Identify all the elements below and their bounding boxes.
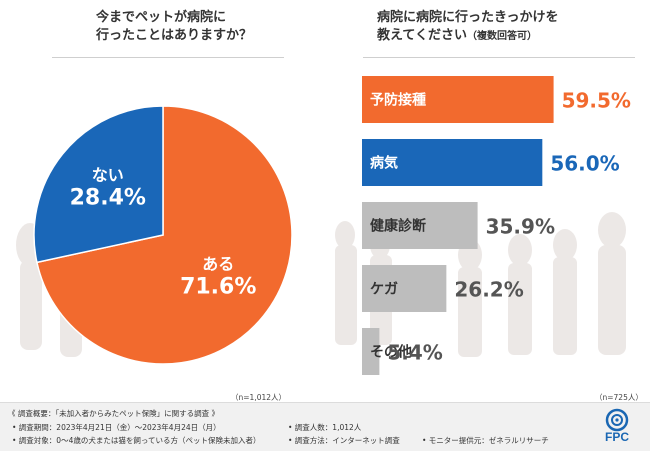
pie-panel: 今までペットが病院に 行ったことはありますか？ ある 71.6% ない 28.4% （… (0, 0, 325, 402)
bar-4 (362, 265, 447, 312)
pie-slice-label: ない (92, 165, 124, 184)
footer-monitor-provider: • モニター提供元：ゼネラルリサーチ (422, 436, 549, 445)
bar-title-line2: 教えてください (377, 28, 467, 43)
survey-footer: 《 調査概要：「未加入者からみたペット保険」に関する調査 》 • 調査期間：20… (0, 402, 650, 451)
footer-survey-period: • 調査期間：2023年4月21日（金）〜2023年4月24日（月） (12, 423, 221, 432)
pie-title-line2: 行ったことはありますか？ (96, 28, 253, 43)
pie-sample-size: （n=1,012人） (231, 393, 287, 402)
pie-title-line1: 今までペットが病院に (96, 10, 227, 25)
bar-value-label: 26.2% (454, 278, 523, 302)
pie-slice-label: ある (202, 255, 234, 274)
bar-value-label: 59.5% (562, 89, 631, 113)
bar-title-sub: （複数回答可） (466, 31, 537, 42)
bar-question-title: 病院に病院に行ったきっかけを 教えてください（複数回答可） (377, 9, 637, 46)
bar-sample-size: （n=725人） (595, 393, 643, 402)
bar-title-rule (363, 57, 635, 58)
pie-title-rule (52, 57, 284, 58)
pie-slice-no (33, 105, 164, 264)
pie-slice-value: 28.4% (70, 185, 146, 210)
bar-category-label: 予防接種 (370, 92, 426, 109)
bar-2 (362, 139, 543, 186)
pie-slice-yes (36, 105, 293, 365)
fpc-logo-text: FPC (605, 430, 629, 444)
pie-question-title: 今までペットが病院に 行ったことはありますか？ (96, 9, 296, 45)
bar-panel: 病院に病院に行ったきっかけを 教えてください（複数回答可） 予防接種 59.5% 病… (325, 0, 650, 402)
bar-category-label: その他 (370, 344, 412, 361)
bar-5 (362, 328, 380, 375)
bar-category-label: 健康診断 (370, 218, 426, 235)
bar-value-label: 56.0% (550, 152, 619, 176)
fpc-logo-mark-icon (605, 408, 629, 432)
pie-slice-value: 71.6% (180, 275, 256, 300)
bar-title-line1: 病院に病院に行ったきっかけを (377, 10, 559, 25)
footer-survey-overview: 《 調査概要：「未加入者からみたペット保険」に関する調査 》 (8, 409, 220, 418)
bar-value-label: 35.9% (486, 215, 555, 239)
bar-category-label: 病気 (370, 155, 398, 172)
footer-survey-method: • 調査方法：インターネット調査 (288, 436, 400, 445)
footer-survey-count: • 調査人数：1,012人 (288, 423, 362, 432)
bar-value-label: 5.4% (387, 341, 442, 365)
footer-survey-target: • 調査対象：0〜4歳の犬または猫を飼っている方（ペット保険未加入者） (12, 436, 261, 445)
fpc-logo: FPC (593, 408, 641, 446)
bar-category-label: ケガ (370, 282, 398, 298)
bar-1 (362, 76, 554, 123)
bar-3 (362, 202, 478, 249)
